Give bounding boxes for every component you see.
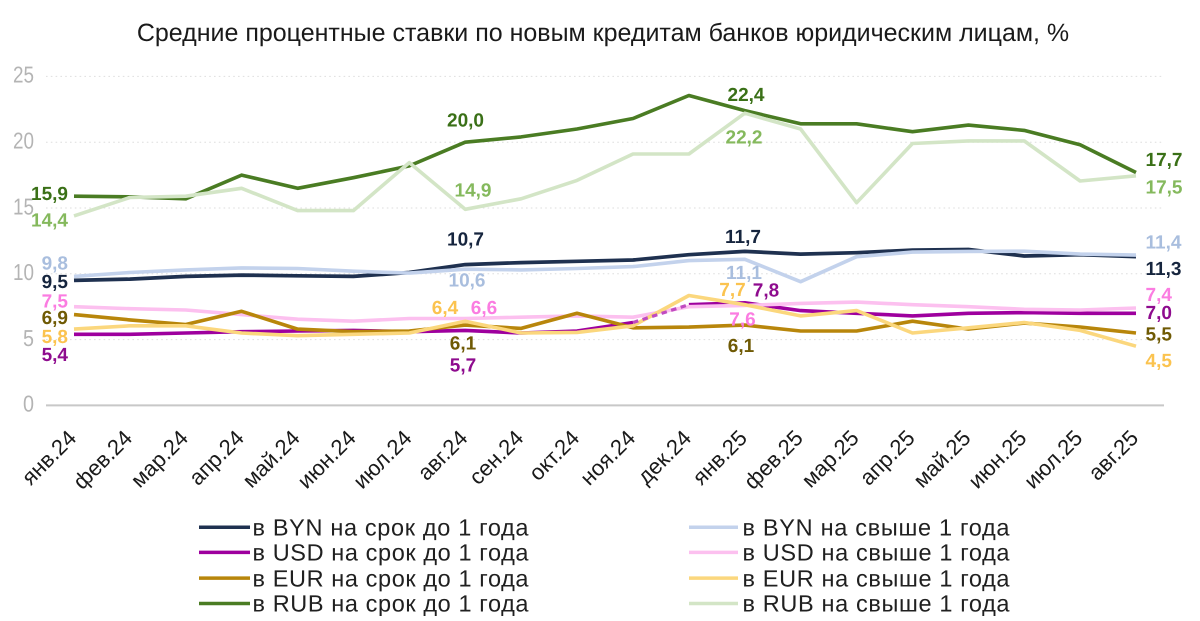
svg-text:7,8: 7,8 <box>753 281 779 302</box>
svg-text:6,4: 6,4 <box>432 298 459 319</box>
svg-text:14,9: 14,9 <box>455 181 492 202</box>
svg-text:7,5: 7,5 <box>42 292 69 313</box>
svg-text:Средние процентные ставки по н: Средние процентные ставки по новым креди… <box>137 19 1069 47</box>
svg-text:14,4: 14,4 <box>31 211 68 232</box>
svg-text:6,1: 6,1 <box>728 336 755 357</box>
svg-text:6,1: 6,1 <box>450 334 477 355</box>
svg-text:22,4: 22,4 <box>728 85 765 106</box>
svg-text:в EUR на свыше 1 года: в EUR на свыше 1 года <box>743 565 1011 591</box>
svg-text:5,4: 5,4 <box>42 345 69 366</box>
svg-text:0: 0 <box>23 391 34 417</box>
svg-text:в BYN на свыше 1 года: в BYN на свыше 1 года <box>743 515 1011 541</box>
svg-text:5,5: 5,5 <box>1146 325 1173 346</box>
svg-text:11,1: 11,1 <box>726 263 762 284</box>
svg-text:20: 20 <box>13 128 34 154</box>
svg-text:в USD на свыше 1 года: в USD на свыше 1 года <box>743 540 1011 566</box>
svg-text:10,6: 10,6 <box>449 271 486 292</box>
svg-text:7,0: 7,0 <box>1146 303 1172 324</box>
svg-text:10: 10 <box>13 259 34 285</box>
svg-text:6,6: 6,6 <box>471 298 497 319</box>
svg-text:17,5: 17,5 <box>1146 177 1183 198</box>
svg-text:10,7: 10,7 <box>447 230 484 251</box>
svg-text:7,4: 7,4 <box>1146 285 1173 306</box>
svg-text:5: 5 <box>23 325 34 351</box>
svg-text:9,5: 9,5 <box>42 272 69 293</box>
svg-text:5,7: 5,7 <box>450 356 476 377</box>
svg-text:9,8: 9,8 <box>42 254 68 275</box>
svg-text:4,5: 4,5 <box>1146 351 1173 372</box>
svg-text:в RUB на срок до 1 года: в RUB на срок до 1 года <box>253 591 530 616</box>
svg-text:7,6: 7,6 <box>729 310 755 331</box>
svg-text:15: 15 <box>13 193 34 219</box>
svg-text:25: 25 <box>13 62 34 88</box>
svg-text:11,4: 11,4 <box>1146 233 1182 254</box>
svg-text:11,7: 11,7 <box>725 227 761 248</box>
svg-text:15,9: 15,9 <box>31 184 68 205</box>
svg-text:5,8: 5,8 <box>42 327 68 348</box>
svg-text:7,7: 7,7 <box>719 280 745 301</box>
svg-text:11,3: 11,3 <box>1146 259 1182 280</box>
svg-text:6,9: 6,9 <box>42 308 68 329</box>
svg-text:в BYN на срок до 1 года: в BYN на срок до 1 года <box>253 515 530 541</box>
svg-text:22,2: 22,2 <box>726 127 763 148</box>
svg-text:в USD на срок до 1 года: в USD на срок до 1 года <box>253 540 530 566</box>
svg-text:в RUB на свыше 1 года: в RUB на свыше 1 года <box>743 591 1011 616</box>
svg-text:17,7: 17,7 <box>1146 150 1183 171</box>
svg-text:20,0: 20,0 <box>447 111 484 132</box>
svg-text:в EUR на срок до 1 года: в EUR на срок до 1 года <box>253 565 530 591</box>
